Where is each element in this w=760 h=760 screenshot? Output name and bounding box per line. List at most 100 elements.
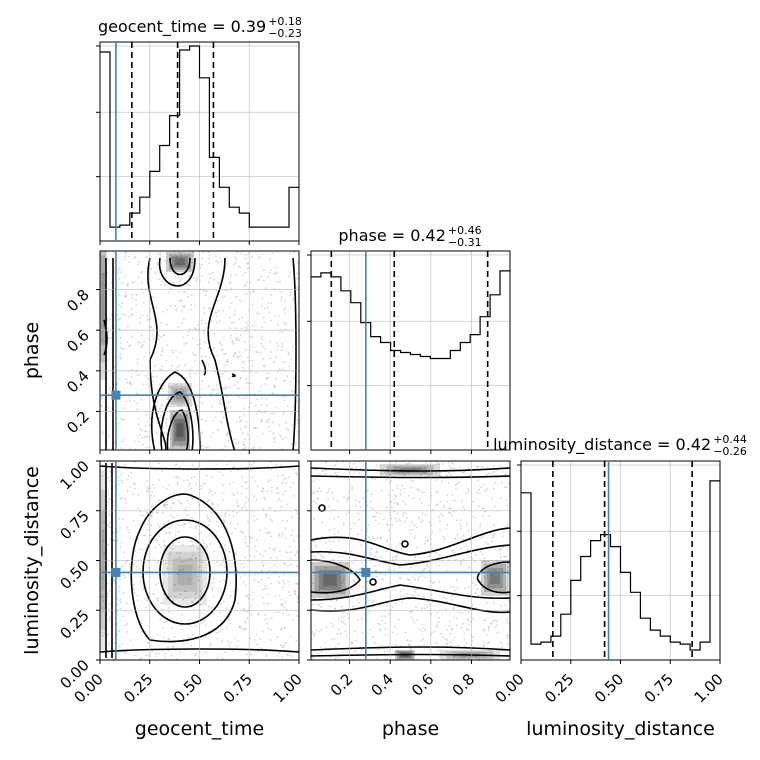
- title-label: luminosity_distance = 0.42: [493, 435, 711, 455]
- sample-point: [270, 293, 273, 296]
- sample-point: [244, 447, 247, 449]
- sample-point: [381, 619, 383, 622]
- sample-point: [411, 521, 413, 524]
- sample-point: [356, 599, 359, 601]
- sample-point: [437, 564, 440, 567]
- sample-point: [116, 633, 119, 635]
- sample-point: [334, 657, 337, 660]
- sample-point: [123, 576, 126, 579]
- sample-point: [403, 487, 406, 490]
- sample-point: [134, 461, 137, 463]
- sample-point: [374, 515, 377, 518]
- sample-point: [134, 487, 137, 490]
- sample-point: [480, 580, 482, 583]
- sample-point: [183, 318, 185, 320]
- sample-point: [194, 654, 196, 657]
- sample-point: [370, 500, 372, 503]
- sample-point: [325, 461, 328, 464]
- sample-point: [496, 470, 499, 472]
- sample-point: [166, 344, 169, 346]
- sample-point: [446, 628, 448, 631]
- sample-point: [201, 431, 204, 434]
- sample-point: [336, 500, 339, 503]
- sample-point: [170, 387, 173, 389]
- sample-point: [269, 430, 271, 433]
- sample-point: [261, 555, 264, 557]
- sample-point: [232, 650, 235, 652]
- sample-point: [270, 412, 273, 415]
- sample-point: [386, 658, 389, 660]
- sample-point: [410, 647, 413, 650]
- sample-point: [427, 539, 429, 542]
- sample-point: [281, 331, 284, 333]
- sample-point: [282, 309, 285, 312]
- sample-point: [393, 510, 396, 513]
- sample-point: [176, 552, 178, 555]
- sample-point: [251, 365, 254, 367]
- sample-point: [358, 501, 361, 503]
- sample-point: [255, 539, 258, 541]
- sample-point: [263, 307, 266, 310]
- sample-point: [182, 543, 184, 546]
- sample-point: [218, 320, 221, 323]
- density-cell: [174, 418, 186, 442]
- sample-point: [458, 523, 461, 526]
- sample-point: [164, 283, 166, 286]
- sample-point: [410, 479, 413, 482]
- sample-point: [126, 526, 129, 529]
- sample-point: [168, 531, 171, 534]
- sample-point: [237, 640, 240, 642]
- sample-point: [138, 434, 141, 437]
- sample-point: [142, 534, 145, 536]
- sample-point: [244, 424, 247, 427]
- sample-point: [507, 642, 509, 645]
- sample-point: [123, 507, 126, 509]
- sample-point: [185, 506, 188, 509]
- sample-point: [108, 603, 111, 605]
- sample-point: [139, 427, 142, 430]
- sample-point: [172, 542, 175, 545]
- sample-point: [482, 465, 484, 468]
- sample-point: [485, 541, 487, 544]
- contours-distance-phase: [311, 467, 510, 657]
- sample-point: [507, 562, 510, 565]
- sample-point: [189, 373, 191, 375]
- sample-point: [113, 384, 116, 386]
- sample-point: [218, 402, 221, 405]
- sample-point: [486, 634, 489, 637]
- sample-point: [137, 417, 140, 420]
- sample-point: [243, 608, 245, 610]
- sample-point: [417, 588, 420, 590]
- sample-point: [425, 461, 428, 464]
- sample-point: [453, 636, 456, 639]
- sample-point: [128, 345, 130, 347]
- sample-point: [201, 444, 204, 447]
- sample-point: [439, 512, 442, 515]
- sample-point: [393, 625, 396, 628]
- sample-point: [503, 531, 505, 533]
- sample-point: [401, 547, 404, 550]
- sample-point: [492, 534, 495, 537]
- x-axis-label-geocent-time: geocent_time: [135, 718, 264, 740]
- sample-point: [128, 255, 131, 258]
- sample-point: [188, 521, 191, 524]
- sample-point: [226, 359, 229, 361]
- sample-point: [119, 578, 121, 581]
- sample-point: [467, 618, 470, 621]
- sample-point: [386, 506, 388, 509]
- sample-point: [360, 544, 363, 546]
- sample-point: [165, 532, 168, 535]
- sample-point: [261, 253, 264, 256]
- sample-point: [177, 404, 180, 407]
- sample-point: [194, 592, 197, 595]
- sample-point: [150, 505, 153, 508]
- sample-point: [159, 368, 161, 370]
- sample-point: [128, 563, 131, 566]
- sample-point: [180, 619, 183, 622]
- sample-point: [434, 551, 437, 553]
- density-cell: [481, 560, 509, 596]
- sample-point: [152, 593, 155, 596]
- sample-point: [278, 535, 280, 537]
- sample-point: [238, 339, 241, 341]
- sample-point: [158, 417, 161, 420]
